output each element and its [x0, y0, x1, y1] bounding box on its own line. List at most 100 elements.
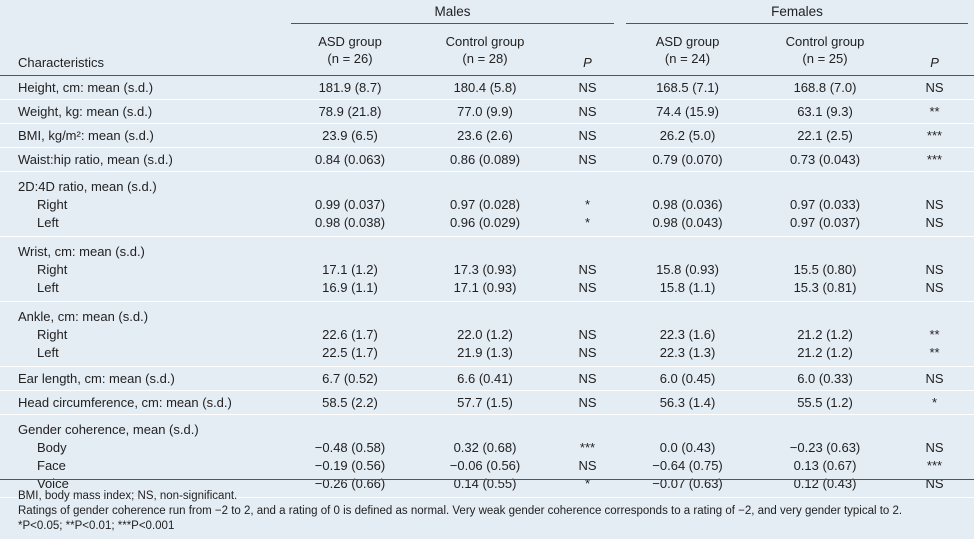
value-cell: 22.3 (1.3) [620, 343, 756, 367]
value-cell: 15.5 (0.80) [793, 261, 857, 277]
value-cell: 168.5 (7.1) [620, 75, 756, 100]
sub-row: Right 0.99 (0.037) 0.97 (0.028) * 0.98 (0.03… [0, 195, 974, 213]
value-cell: 74.4 (15.9) [620, 99, 756, 124]
sub-row: Left 0.98 (0.038) 0.96 (0.029) * 0.98 (0.043… [0, 213, 974, 237]
value-cell: NS [895, 213, 974, 237]
value-cell: *** [895, 123, 974, 148]
footnote: Ratings of gender coherence run from −2 … [18, 505, 903, 517]
footnotes: BMI, body mass index; NS, non-significan… [0, 479, 974, 539]
column-n: (n = 28) [462, 50, 508, 66]
column-n: (n = 25) [802, 50, 848, 66]
value-cell: 22.1 (2.5) [755, 123, 896, 148]
value-cell: ** [895, 343, 974, 367]
value-cell: −0.23 (0.63) [789, 439, 861, 455]
header-cell: ASD group (n = 24) [620, 24, 756, 76]
value-cell: NS [925, 261, 944, 277]
column-name: ASD group [655, 33, 720, 49]
data-row: BMI, kg/m²: mean (s.d.) 23.9 (6.5) 23.6 (2… [0, 123, 974, 148]
value-cell: 168.8 (7.0) [755, 75, 896, 100]
footnote: *P<0.05; **P<0.01; ***P<0.001 [18, 520, 175, 532]
value-cell: 21.2 (1.2) [797, 326, 853, 342]
data-row: Head circumference, cm: mean (s.d.) 58.5 … [0, 390, 974, 415]
section-label: Ankle, cm: mean (s.d.) [18, 308, 149, 324]
sub-row: Left 16.9 (1.1) 17.1 (0.93) NS 15.8 (1.1) 15.… [0, 278, 974, 302]
value-cell: NS [555, 278, 621, 302]
section-row: Gender coherence, mean (s.d.) [0, 415, 974, 439]
value-cell: 0.99 (0.037) [314, 196, 386, 212]
row-label: Left [0, 343, 285, 367]
row-label: Body [37, 439, 67, 455]
value-cell: 0.84 (0.063) [285, 147, 415, 172]
row-label: Head circumference, cm: mean (s.d.) [0, 390, 285, 415]
value-cell: NS [555, 366, 621, 391]
row-label: Waist:hip ratio, mean (s.d.) [0, 147, 285, 172]
value-cell: * [584, 196, 591, 212]
value-cell: NS [555, 147, 621, 172]
cell [285, 237, 974, 261]
row-label: Ear length, cm: mean (s.d.) [0, 366, 285, 391]
section-row: Wrist, cm: mean (s.d.) [0, 237, 974, 261]
column-name: ASD group [318, 33, 382, 49]
value-cell: 0.13 (0.67) [793, 457, 857, 473]
value-cell: 16.9 (1.1) [285, 278, 415, 302]
cell [285, 302, 974, 326]
value-cell: −0.48 (0.58) [314, 439, 386, 455]
value-cell: 15.3 (0.81) [755, 278, 896, 302]
value-cell: −0.19 (0.56) [314, 457, 386, 473]
cell [285, 172, 974, 196]
section-row: 2D:4D ratio, mean (s.d.) [0, 172, 974, 196]
value-cell: *** [579, 439, 596, 455]
value-cell: *** [926, 457, 943, 473]
value-cell: 0.97 (0.037) [755, 213, 896, 237]
value-cell: *** [895, 147, 974, 172]
column-name: P [583, 55, 592, 70]
header-cell: Control group (n = 25) [755, 24, 896, 76]
value-cell: 6.0 (0.33) [755, 366, 896, 391]
value-cell: 181.9 (8.7) [285, 75, 415, 100]
value-cell: NS [925, 196, 944, 212]
value-cell: 0.96 (0.029) [415, 213, 555, 237]
value-cell: 0.0 (0.43) [659, 439, 716, 455]
value-cell: 77.0 (9.9) [415, 99, 555, 124]
sub-row: Face −0.19 (0.56) −0.06 (0.56) NS −0.64 (0.7… [0, 456, 974, 474]
section-label: 2D:4D ratio, mean (s.d.) [18, 178, 157, 194]
group-label: Females [626, 0, 969, 24]
value-cell: NS [925, 439, 944, 455]
value-cell: 15.8 (0.93) [656, 261, 719, 277]
group-label: Males [291, 0, 615, 24]
value-cell: 21.2 (1.2) [755, 343, 896, 367]
column-name: Control group [785, 33, 865, 49]
value-cell: 180.4 (5.8) [415, 75, 555, 100]
value-cell: 0.97 (0.028) [449, 196, 521, 212]
value-cell: 17.1 (0.93) [415, 278, 555, 302]
header-cell: Control group (n = 28) [415, 24, 555, 76]
value-cell: 0.79 (0.070) [620, 147, 756, 172]
value-cell: NS [895, 75, 974, 100]
row-label: Right [37, 261, 68, 277]
value-cell: NS [555, 123, 621, 148]
value-cell: NS [895, 278, 974, 302]
section-label: Wrist, cm: mean (s.d.) [18, 243, 145, 259]
sub-row: Body −0.48 (0.58) 0.32 (0.68) *** 0.0 (0.43)… [0, 438, 974, 456]
data-row: Height, cm: mean (s.d.) 181.9 (8.7) 180.4 … [0, 75, 974, 100]
data-row: Waist:hip ratio, mean (s.d.) 0.84 (0.063)… [0, 147, 974, 172]
value-cell: 22.5 (1.7) [285, 343, 415, 367]
value-cell: 23.9 (6.5) [285, 123, 415, 148]
row-label: Face [37, 457, 66, 473]
value-cell: NS [578, 261, 597, 277]
value-cell: 55.5 (1.2) [755, 390, 896, 415]
value-cell: 57.7 (1.5) [415, 390, 555, 415]
sub-row: Left 22.5 (1.7) 21.9 (1.3) NS 22.3 (1.3) 21.2… [0, 343, 974, 367]
column-name: Control group [445, 33, 525, 49]
value-cell: ** [895, 99, 974, 124]
value-cell: 6.7 (0.52) [285, 366, 415, 391]
group-cell: Females [620, 0, 974, 24]
value-cell: ** [929, 326, 940, 342]
value-cell: 0.73 (0.043) [755, 147, 896, 172]
value-cell: 22.3 (1.6) [659, 326, 716, 342]
data-table: Males Females Characteristics ASD group (n =… [0, 0, 974, 498]
column-n: (n = 24) [664, 50, 711, 66]
header-row: Characteristics ASD group (n = 26) Control … [0, 24, 974, 76]
value-cell: 0.98 (0.036) [652, 196, 723, 212]
